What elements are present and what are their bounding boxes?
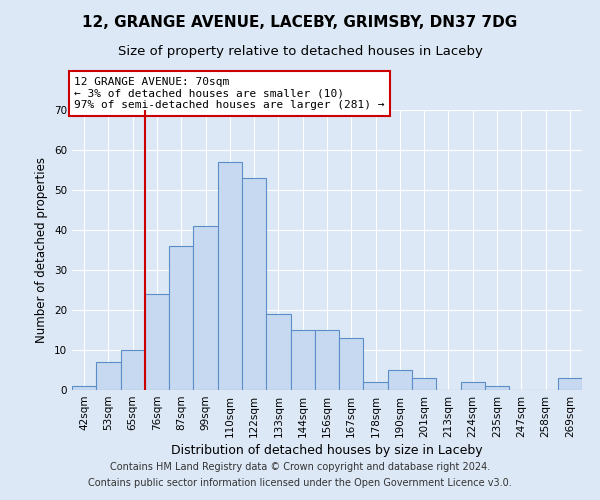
Bar [290, 330, 315, 390]
Bar [193, 226, 218, 390]
Bar [485, 386, 509, 390]
Bar [121, 350, 145, 390]
Bar [145, 294, 169, 390]
Text: Contains HM Land Registry data © Crown copyright and database right 2024.: Contains HM Land Registry data © Crown c… [110, 462, 490, 472]
Text: Contains public sector information licensed under the Open Government Licence v3: Contains public sector information licen… [88, 478, 512, 488]
Bar [96, 362, 121, 390]
Y-axis label: Number of detached properties: Number of detached properties [35, 157, 49, 343]
Text: Size of property relative to detached houses in Laceby: Size of property relative to detached ho… [118, 45, 482, 58]
Bar [218, 162, 242, 390]
Bar [412, 378, 436, 390]
Bar [72, 386, 96, 390]
Bar [266, 314, 290, 390]
Bar [242, 178, 266, 390]
Text: 12 GRANGE AVENUE: 70sqm
← 3% of detached houses are smaller (10)
97% of semi-det: 12 GRANGE AVENUE: 70sqm ← 3% of detached… [74, 77, 385, 110]
Bar [388, 370, 412, 390]
Bar [364, 382, 388, 390]
Bar [461, 382, 485, 390]
Bar [558, 378, 582, 390]
Text: 12, GRANGE AVENUE, LACEBY, GRIMSBY, DN37 7DG: 12, GRANGE AVENUE, LACEBY, GRIMSBY, DN37… [82, 15, 518, 30]
Bar [315, 330, 339, 390]
Bar [339, 338, 364, 390]
Bar [169, 246, 193, 390]
X-axis label: Distribution of detached houses by size in Laceby: Distribution of detached houses by size … [171, 444, 483, 457]
